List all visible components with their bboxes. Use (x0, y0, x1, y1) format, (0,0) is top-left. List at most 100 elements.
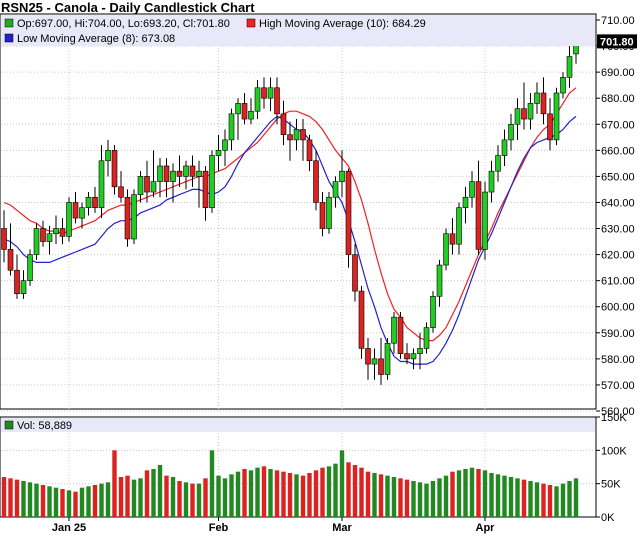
volume-bar (560, 483, 566, 517)
price-tick-label: 590.00 (601, 328, 635, 340)
volume-bar (112, 450, 117, 517)
candle-body (66, 202, 72, 237)
candle-body (430, 296, 436, 328)
volume-bar (268, 469, 273, 517)
volume-bar (378, 474, 384, 517)
ohlc-legend-swatch (4, 18, 14, 28)
x-tick-label: Mar (332, 522, 352, 534)
volume-bar (138, 478, 143, 517)
candle (254, 79, 261, 120)
volume-bar (430, 481, 436, 517)
candle (144, 160, 150, 203)
candle-body (475, 181, 482, 250)
candle (261, 77, 267, 109)
legend-background (1, 15, 595, 46)
volume-bar (203, 478, 208, 517)
candle (462, 186, 469, 224)
candle (527, 92, 534, 130)
volume-tick-label: 50K (601, 479, 621, 491)
volume-bar (541, 483, 546, 517)
candle (274, 77, 280, 125)
candle-body (254, 87, 261, 112)
candle (378, 338, 384, 385)
candle-body (163, 165, 170, 182)
candle (53, 215, 59, 245)
candle-body (469, 181, 475, 198)
volume-bar (456, 470, 462, 517)
candle (280, 100, 287, 146)
volume-bar (404, 479, 410, 517)
volume-bar (125, 475, 130, 517)
ma-low-legend-swatch (4, 33, 14, 43)
volume-bar (248, 470, 254, 517)
candle-body (404, 353, 410, 360)
candle (319, 192, 326, 237)
volume-bar (92, 485, 98, 517)
volume-bar (482, 470, 488, 517)
volume-bar (73, 491, 78, 517)
candle-body (202, 170, 209, 208)
candle-body (241, 103, 248, 120)
volume-bar (40, 485, 46, 517)
volume-bar (326, 466, 332, 517)
candle-body (137, 176, 144, 195)
candle (352, 244, 358, 302)
candle (326, 192, 332, 234)
volume-bar (495, 474, 501, 517)
candle (40, 220, 46, 247)
candle-body (196, 170, 202, 177)
candle (176, 155, 183, 187)
volume-bar (489, 473, 494, 517)
candle (20, 270, 27, 299)
volume-bar (398, 478, 403, 517)
candle-body (326, 196, 332, 229)
candle-body (228, 113, 235, 141)
candle (170, 163, 176, 203)
candle-body (20, 280, 27, 294)
candle (534, 82, 540, 114)
candle-body (72, 202, 79, 219)
candle (475, 160, 482, 255)
candle (85, 192, 92, 216)
volume-bar (281, 471, 286, 517)
volume-tick-label: 0K (601, 512, 615, 524)
candle-body (566, 56, 573, 78)
price-tick-label: 670.00 (601, 119, 635, 131)
candle-body (261, 87, 267, 99)
candle (111, 145, 118, 195)
volume-bar (313, 470, 319, 517)
price-tick-label: 630.00 (601, 224, 635, 236)
candle-body (300, 129, 306, 141)
volume-bar (183, 482, 189, 517)
volume-bar (131, 479, 137, 517)
volume-bar (320, 467, 325, 517)
candle-body (157, 165, 163, 182)
candle-body (1, 228, 7, 250)
candle-body (514, 108, 521, 125)
candle (150, 150, 157, 198)
volume-bar (450, 471, 455, 517)
candle-body (417, 348, 423, 354)
volume-bar (255, 467, 260, 517)
candle (313, 150, 319, 211)
candle (131, 189, 137, 245)
candle (228, 108, 235, 151)
ohlc-legend: Op:697.00, Hi:704.00, Lo:693.20, Cl:701.… (17, 18, 230, 30)
candle-body (267, 87, 274, 99)
candle (300, 119, 306, 161)
candle-body (248, 110, 254, 120)
candle (189, 155, 196, 187)
price-tick-label: 640.00 (601, 197, 635, 209)
candle-body (79, 207, 85, 219)
candle (248, 98, 254, 125)
volume-bar (411, 481, 416, 517)
candle (202, 165, 209, 221)
candle-body (46, 233, 53, 242)
candle-body (144, 176, 150, 193)
candle (235, 98, 241, 140)
candle-body (508, 123, 514, 141)
volume-bar (573, 478, 579, 517)
volume-legend-background (1, 418, 595, 432)
last-price-label: 701.80 (600, 36, 634, 48)
